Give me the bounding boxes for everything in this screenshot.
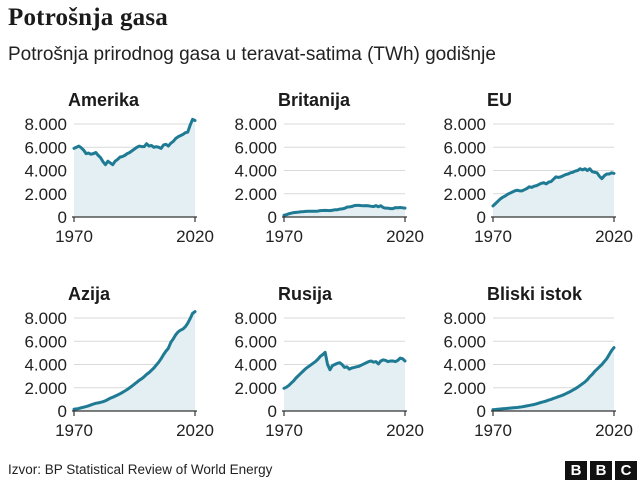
x-tick-label: 1970: [265, 227, 303, 246]
y-tick-label: 4.000: [234, 162, 277, 181]
series-area: [493, 347, 614, 411]
y-tick-label: 6.000: [234, 138, 277, 157]
panel-title: Amerika: [68, 90, 140, 110]
y-tick-label: 0: [477, 208, 486, 227]
y-tick-label: 0: [477, 402, 486, 421]
panel-title: Rusija: [278, 284, 333, 304]
y-tick-label: 8.000: [234, 309, 277, 328]
series-area: [493, 168, 614, 217]
chart-panel: 0 2.000 4.000 6.000 8.000 1970 2020 Azija: [24, 284, 213, 440]
panel-title: Britanija: [278, 90, 351, 110]
chart-panel: 0 2.000 4.000 6.000 8.000 1970 2020 EU: [443, 90, 632, 246]
x-tick-label: 2020: [595, 227, 633, 246]
y-tick-label: 2.000: [234, 379, 277, 398]
y-tick-label: 4.000: [443, 162, 486, 181]
y-tick-label: 6.000: [234, 332, 277, 351]
x-tick-label: 1970: [474, 421, 512, 440]
series-line: [282, 203, 407, 217]
x-tick-label: 2020: [386, 227, 424, 246]
y-tick-label: 0: [58, 208, 67, 227]
series-area: [74, 119, 195, 217]
y-tick-label: 8.000: [24, 115, 67, 134]
panel-title: EU: [487, 90, 512, 110]
y-tick-label: 2.000: [234, 185, 277, 204]
chart-panel: 0 2.000 4.000 6.000 8.000 1970 2020 Britanija: [234, 90, 423, 246]
x-tick-label: 2020: [176, 227, 214, 246]
chart-panel: 0 2.000 4.000 6.000 8.000 1970 2020 Amerika: [24, 90, 213, 246]
series-area: [284, 205, 405, 217]
y-tick-label: 8.000: [443, 309, 486, 328]
chart-title: Potrošnja gasa: [8, 4, 168, 31]
x-tick-label: 1970: [55, 421, 93, 440]
series-line: [282, 350, 407, 390]
series-area: [284, 352, 405, 411]
y-tick-label: 0: [268, 402, 277, 421]
y-tick-label: 2.000: [24, 379, 67, 398]
y-tick-label: 2.000: [443, 379, 486, 398]
bbc-logo-letter: B: [590, 461, 612, 480]
y-tick-label: 0: [268, 208, 277, 227]
bbc-logo-letter: B: [565, 461, 587, 480]
y-tick-label: 6.000: [443, 138, 486, 157]
series-line: [491, 346, 616, 412]
x-tick-label: 1970: [55, 227, 93, 246]
y-tick-label: 4.000: [24, 162, 67, 181]
x-tick-label: 1970: [474, 227, 512, 246]
series-area: [74, 311, 195, 411]
x-tick-label: 2020: [386, 421, 424, 440]
chart-subtitle: Potrošnja prirodnog gasa u teravat-satim…: [8, 44, 496, 65]
x-tick-label: 2020: [595, 421, 633, 440]
y-tick-label: 8.000: [234, 115, 277, 134]
y-tick-label: 6.000: [24, 138, 67, 157]
y-tick-label: 6.000: [443, 332, 486, 351]
x-tick-label: 2020: [176, 421, 214, 440]
series-line: [491, 167, 616, 208]
y-tick-label: 8.000: [24, 309, 67, 328]
y-tick-label: 2.000: [24, 185, 67, 204]
x-tick-label: 1970: [265, 421, 303, 440]
y-tick-label: 6.000: [24, 332, 67, 351]
y-tick-label: 8.000: [443, 115, 486, 134]
y-tick-label: 4.000: [234, 356, 277, 375]
chart-panel: 0 2.000 4.000 6.000 8.000 1970 2020 Bliski isto…: [443, 284, 632, 440]
y-tick-label: 4.000: [443, 356, 486, 375]
y-tick-label: 2.000: [443, 185, 486, 204]
chart-panel: 0 2.000 4.000 6.000 8.000 1970 2020 Rusija: [234, 284, 423, 440]
series-line: [72, 117, 197, 167]
y-tick-label: 4.000: [24, 356, 67, 375]
bbc-logo-letter: C: [615, 461, 637, 480]
panel-title: Bliski istok: [487, 284, 583, 304]
source-note: Izvor: BP Statistical Review of World En…: [8, 462, 273, 477]
panel-title: Azija: [68, 284, 111, 304]
bbc-logo: B B C: [565, 461, 637, 480]
series-line: [72, 310, 197, 411]
y-tick-label: 0: [58, 402, 67, 421]
